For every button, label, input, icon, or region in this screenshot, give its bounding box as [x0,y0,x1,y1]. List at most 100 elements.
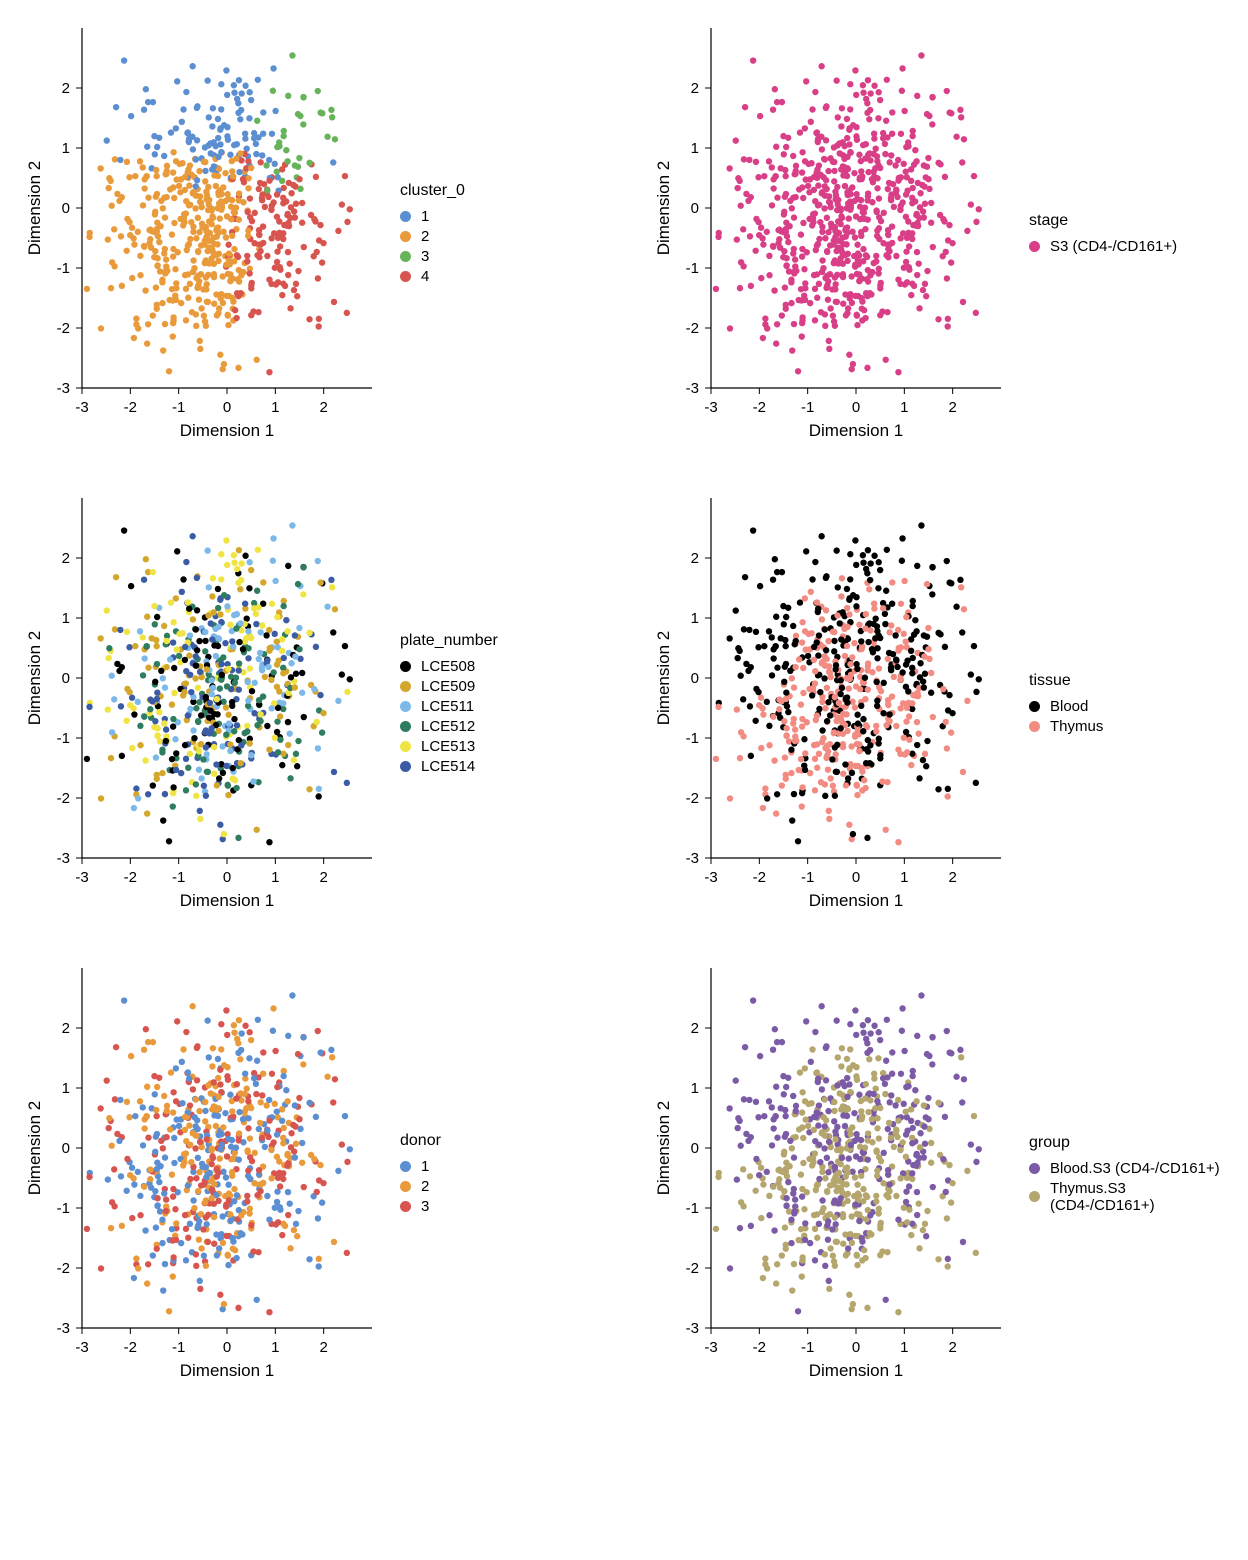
svg-text:0: 0 [223,399,231,416]
svg-text:1: 1 [691,610,699,627]
svg-text:0: 0 [691,1140,699,1157]
legend-group: group Blood.S3 (CD4-/CD161+) Thymus.S3 (CD… [1029,1134,1228,1217]
legend-title: group [1029,1134,1228,1152]
legend-label: LCE512 [421,718,475,735]
svg-text:-1: -1 [57,730,70,747]
legend-label: 2 [421,1178,429,1195]
legend-item: LCE512 [400,718,498,735]
legend-dot-icon [400,741,411,752]
x-axis-label: Dimension 1 [180,421,275,440]
scatter-panel-donor: -3-2-1012-3-2-1012Dimension 1Dimension 2… [20,960,599,1390]
legend-item: LCE509 [400,678,498,695]
legend-item: LCE511 [400,698,498,715]
legend-dot-icon [400,1161,411,1172]
svg-text:-3: -3 [57,850,70,867]
svg-text:2: 2 [319,869,327,886]
svg-text:2: 2 [62,550,70,567]
x-axis-label: Dimension 1 [180,1361,275,1380]
scatter-plot: -3-2-1012-3-2-1012Dimension 1Dimension 2 [20,490,380,920]
legend-item: LCE514 [400,758,498,775]
svg-text:0: 0 [223,1339,231,1356]
svg-text:-2: -2 [124,869,137,886]
points-layer [84,522,353,845]
legend-dot-icon [1029,1163,1040,1174]
svg-text:0: 0 [62,1140,70,1157]
svg-text:1: 1 [62,140,70,157]
svg-text:-1: -1 [57,260,70,277]
legend-item: 3 [400,1198,441,1215]
x-axis-label: Dimension 1 [809,1361,904,1380]
svg-text:-2: -2 [57,790,70,807]
legend-item: 3 [400,248,465,265]
svg-text:2: 2 [691,80,699,97]
legend-item: 1 [400,1158,441,1175]
scatter-panel-tissue: -3-2-1012-3-2-1012Dimension 1Dimension 2… [649,490,1228,920]
legend-dot-icon [400,271,411,282]
legend-label: 2 [421,228,429,245]
svg-text:-1: -1 [172,869,185,886]
svg-text:-2: -2 [753,399,766,416]
points-layer [713,52,982,375]
legend-item: LCE508 [400,658,498,675]
legend-dot-icon [400,681,411,692]
points-layer [713,992,982,1315]
x-axis-label: Dimension 1 [809,891,904,910]
y-axis-label: Dimension 2 [654,161,673,256]
svg-text:-1: -1 [801,869,814,886]
legend-label: LCE509 [421,678,475,695]
legend-dot-icon [400,661,411,672]
legend-dot-icon [400,701,411,712]
svg-text:-3: -3 [704,399,717,416]
legend-label: LCE511 [421,698,474,715]
svg-text:1: 1 [900,399,908,416]
y-axis-label: Dimension 2 [654,631,673,726]
svg-text:0: 0 [852,1339,860,1356]
scatter-panel-group: -3-2-1012-3-2-1012Dimension 1Dimension 2… [649,960,1228,1390]
svg-text:2: 2 [62,80,70,97]
legend-label: Blood.S3 (CD4-/CD161+) [1050,1160,1220,1177]
y-axis-label: Dimension 2 [25,1101,44,1196]
svg-text:2: 2 [948,869,956,886]
points-layer [84,992,353,1315]
svg-text:-1: -1 [801,399,814,416]
svg-text:-2: -2 [57,320,70,337]
svg-text:2: 2 [691,1020,699,1037]
legend-dot-icon [400,231,411,242]
svg-text:1: 1 [62,1080,70,1097]
legend-label: Thymus.S3 (CD4-/CD161+) [1050,1180,1228,1214]
legend-label: S3 (CD4-/CD161+) [1050,238,1177,255]
svg-text:0: 0 [62,200,70,217]
legend-dot-icon [400,761,411,772]
legend-dot-icon [1029,721,1040,732]
svg-text:-1: -1 [686,1200,699,1217]
legend-item: Blood [1029,698,1103,715]
scatter-plot: -3-2-1012-3-2-1012Dimension 1Dimension 2 [649,20,1009,450]
svg-text:-3: -3 [57,1320,70,1337]
legend-item: 1 [400,208,465,225]
scatter-panel-plate_number: -3-2-1012-3-2-1012Dimension 1Dimension 2… [20,490,599,920]
svg-text:-2: -2 [753,1339,766,1356]
legend-label: 3 [421,248,429,265]
svg-text:2: 2 [691,550,699,567]
svg-text:-2: -2 [57,1260,70,1277]
svg-text:2: 2 [319,1339,327,1356]
scatter-grid: -3 -2 -1 0 1 2 -3 -2 -1 0 1 2 Dimension 1 Dimension 2… [20,20,1228,1390]
svg-text:-1: -1 [172,1339,185,1356]
y-axis-label: Dimension 2 [25,631,44,726]
legend-dot-icon [400,211,411,222]
x-axis-label: Dimension 1 [180,891,275,910]
legend-dot-icon [400,251,411,262]
legend-title: tissue [1029,672,1103,690]
scatter-panel-cluster_0: -3-2-1012-3-2-1012Dimension 1Dimension 2… [20,20,599,450]
legend-dot-icon [400,721,411,732]
legend-dot-icon [1029,1191,1040,1202]
legend-item: Blood.S3 (CD4-/CD161+) [1029,1160,1228,1177]
svg-text:-3: -3 [704,869,717,886]
svg-text:-3: -3 [75,1339,88,1356]
legend-item: 4 [400,268,465,285]
svg-text:-1: -1 [686,260,699,277]
svg-text:-1: -1 [57,1200,70,1217]
svg-text:-1: -1 [686,730,699,747]
legend-title: stage [1029,212,1177,230]
legend-dot-icon [400,1181,411,1192]
